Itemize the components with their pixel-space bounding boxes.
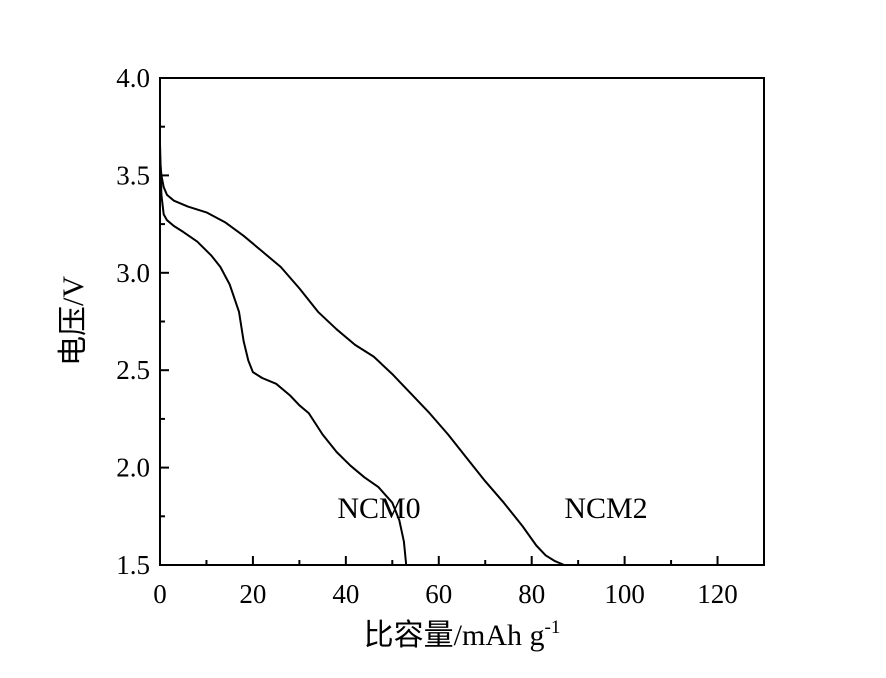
- y-tick-label: 3.5: [116, 160, 150, 190]
- y-tick-label: 2.5: [116, 355, 150, 385]
- x-axis-title-superscript: -1: [545, 617, 561, 638]
- y-tick-label: 3.0: [116, 258, 150, 288]
- x-tick-labels: 0 20 40 60 80 100 120: [153, 579, 738, 609]
- plot-frame: [159, 77, 765, 566]
- series-label-ncm0: NCM0: [337, 492, 420, 525]
- x-tick-label: 60: [425, 579, 452, 609]
- x-tick-label: 20: [239, 579, 266, 609]
- x-tick-label: 0: [153, 579, 167, 609]
- x-tick-label: 100: [604, 579, 645, 609]
- series-label-ncm2: NCM2: [564, 492, 647, 525]
- y-tick-label: 2.0: [116, 453, 150, 483]
- series-curves: [159, 144, 565, 566]
- tick-marks: [159, 77, 765, 566]
- x-tick-label: 40: [332, 579, 359, 609]
- series-line-ncm2: [159, 159, 565, 566]
- x-axis-title: 比容量/mAh g-1: [364, 617, 561, 652]
- y-axis-title: 电压/V: [57, 276, 90, 366]
- x-tick-label: 80: [518, 579, 545, 609]
- x-axis-title-main: 比容量/mAh g: [364, 619, 545, 652]
- y-tick-label: 4.0: [116, 63, 150, 93]
- x-tick-label: 120: [697, 579, 738, 609]
- y-tick-labels: 1.5 2.0 2.5 3.0 3.5 4.0: [116, 63, 150, 580]
- y-tick-label: 1.5: [116, 550, 150, 580]
- series-line-ncm0: [159, 144, 408, 566]
